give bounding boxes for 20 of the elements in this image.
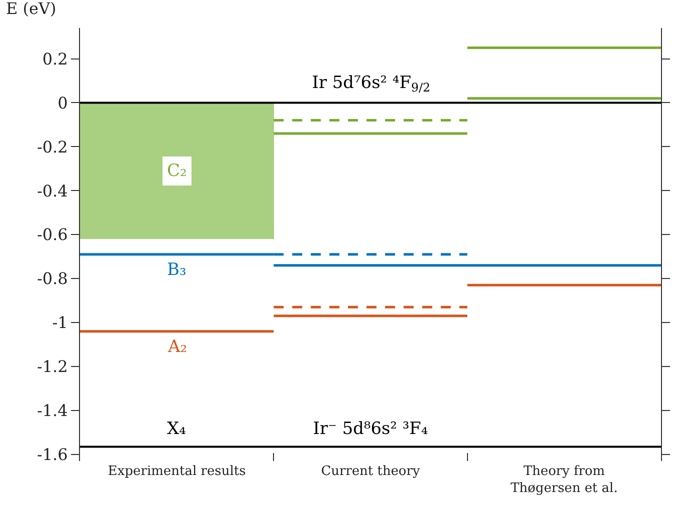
y-tick-label: 0 [58, 93, 68, 112]
y-tick-label: -1.2 [36, 357, 68, 376]
ref-line-label: Ir⁻ 5d⁸6s² ³F₄ [313, 419, 428, 439]
annotation: X₄ [167, 419, 186, 439]
y-tick-label: -0.4 [36, 181, 68, 200]
x-tick-label: Current theory [321, 464, 421, 479]
ref-line-label: Ir 5d⁷6s² ⁴F$_{9/2}$ [312, 73, 430, 95]
x-tick-label: Experimental results [108, 464, 246, 479]
series-label: A₂ [167, 337, 188, 357]
y-tick-label: -0.2 [36, 137, 68, 156]
y-tick-label: -0.6 [36, 225, 68, 244]
series-label: B₃ [167, 260, 186, 280]
y-tick-label: 0.2 [42, 49, 68, 68]
y-tick-label: -1 [52, 313, 68, 332]
y-tick-label: -0.8 [36, 269, 68, 288]
x-tick-label: Theory from Thøgersen et al. [510, 464, 618, 496]
y-axis-title: E (eV) [6, 0, 56, 18]
series-label: C₂ [167, 161, 187, 181]
y-tick-label: -1.4 [36, 401, 68, 420]
y-tick-label: -1.6 [36, 445, 68, 464]
